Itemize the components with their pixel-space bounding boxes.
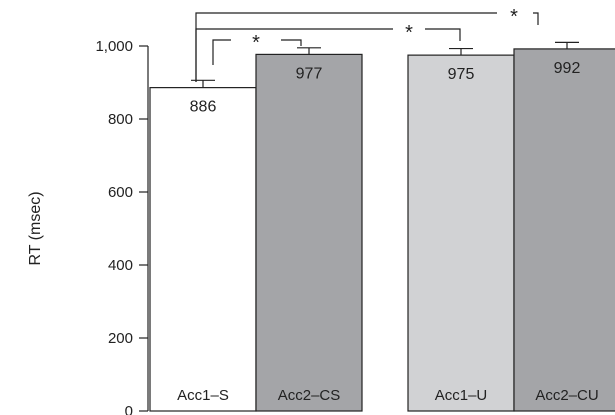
y-tick-label: 200 — [108, 330, 133, 347]
y-tick-label: 800 — [108, 111, 133, 128]
data-label: 886 — [190, 99, 217, 116]
bar-4 — [513, 48, 615, 412]
data-label: 992 — [554, 60, 581, 77]
significance-bracket-right — [425, 28, 461, 41]
significance-star: * — [405, 22, 413, 44]
y-axis: 0 200 400 600 800 1,000 — [95, 38, 149, 415]
significance-star: * — [510, 6, 518, 28]
significance-star: * — [252, 32, 260, 54]
category-label: Acc2–CU — [535, 387, 598, 404]
bars: 886 Acc1–S 977 Acc2–CS 975 Acc1–U 992 Acc2–CU — [149, 41, 615, 412]
category-label: Acc1–U — [435, 387, 488, 404]
y-tick-label: 1,000 — [95, 38, 133, 55]
significance-bracket-left — [212, 39, 231, 65]
y-tick-label: 0 — [125, 403, 133, 415]
significance-brackets: * * * — [195, 6, 539, 82]
y-axis-label: RT (msec) — [27, 191, 44, 265]
data-label: 977 — [296, 65, 323, 82]
category-label: Acc2–CS — [278, 387, 341, 404]
y-tick-label: 400 — [108, 257, 133, 274]
category-label: Acc1–S — [177, 387, 229, 404]
significance-bracket-right — [281, 39, 302, 46]
data-label: 975 — [448, 66, 475, 83]
bar-1 — [149, 87, 257, 412]
bar-3 — [407, 54, 515, 412]
significance-bracket-right — [533, 12, 539, 25]
y-tick-label: 600 — [108, 184, 133, 201]
significance-bracket-left — [195, 12, 497, 82]
bar-2 — [255, 53, 363, 412]
